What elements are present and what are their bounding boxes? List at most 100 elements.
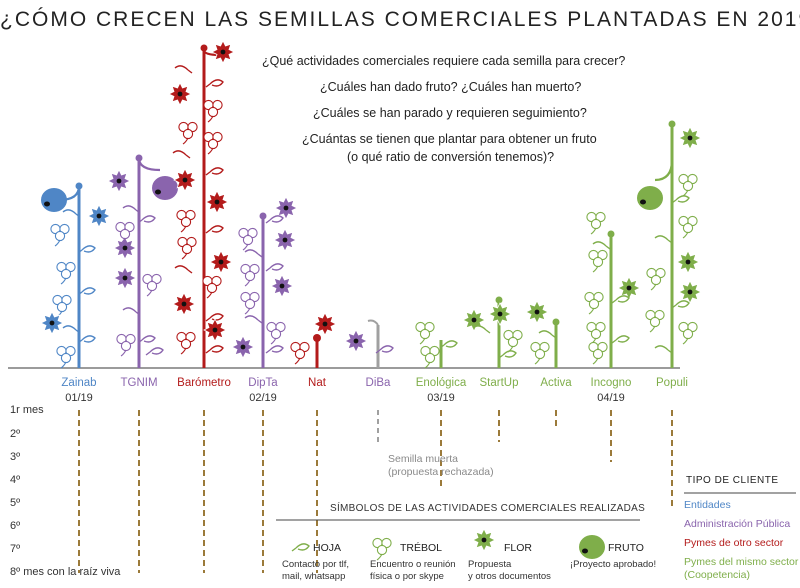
leaf-icon [671,300,690,309]
fruit-icon [152,176,178,200]
leaf-icon [538,330,557,339]
clover-icon [50,223,70,247]
flower-icon [113,266,137,290]
clover-icon [203,99,223,123]
symbol-label-fruto: FRUTO [608,542,644,554]
client-type-pymes-mismo-sub: (Coopetencia) [684,569,750,581]
clover-icon [115,221,135,245]
leaf-icon [122,205,141,214]
clover-icon [52,294,72,318]
flower-icon [172,292,196,316]
clover-icon [586,211,606,235]
clover-icon [588,249,608,273]
flower-icon [676,250,700,274]
month-label-5: 5º [10,497,21,509]
dead-seed-note: Semilla muerta (propuesta rechazada) [388,453,494,479]
leaf-icon [137,335,156,344]
legend-clover-icon [372,537,392,561]
flower-icon [113,236,137,260]
clover-icon [116,333,136,357]
plant-label-diba: DiBa [365,377,391,389]
plant-label-barómetro: Barómetro [177,377,231,389]
clover-icon [56,261,76,285]
flower-icon [203,318,227,342]
clover-icon [177,236,197,260]
question-4: ¿Cuántas se tienen que plantar para obte… [302,132,597,146]
stem-bud [495,296,503,304]
clover-icon [678,215,698,239]
month-label-7: 7º [10,543,21,555]
symbol-desc-fruto: ¡Proyecto aprobado! [570,559,656,571]
clover-icon [530,341,550,365]
leaf-icon [77,335,96,344]
clover-icon [503,329,523,353]
leaf-icon [472,325,491,334]
page-title: ¿CÓMO CRECEN LAS SEMILLAS COMERCIALES PL… [0,8,800,31]
flower-icon [211,40,235,64]
plant-date-zainab: 01/19 [65,392,93,404]
flower-icon [488,302,512,326]
branch [654,159,674,182]
flower-icon [87,204,111,228]
question-2: ¿Cuáles han dado fruto? ¿Cuáles han muer… [320,80,582,94]
plant-label-populi: Populi [656,377,688,389]
client-type-pymes-mismo: Pymes del mismo sector [684,556,799,568]
question-1: ¿Qué actividades comerciales requiere ca… [262,54,626,68]
leaf-icon [77,245,96,254]
month-label-4: 4º [10,474,21,486]
clover-icon [645,309,665,333]
leaf-icon [205,225,224,234]
plant-label-nat: Nat [308,377,326,389]
clover-icon [420,345,440,369]
plant-label-enológica: Enológica [415,377,467,389]
clover-icon [678,173,698,197]
leaf-icon [205,167,224,176]
symbol-desc-flor-2: y otros documentos [468,571,551,582]
leaf-icon [244,249,263,258]
flower-icon [173,168,197,192]
clover-icon [588,341,608,365]
flower-icon [274,196,298,220]
symbol-label-hoja: HOJA [313,542,342,554]
clover-icon [678,321,698,345]
plant-label-tgnim: TGNIM [120,377,158,389]
clover-icon [202,275,222,299]
leaf-icon [611,335,630,344]
branch [137,157,161,172]
stem-bud [607,230,615,238]
leaf-icon [137,215,156,224]
flower-icon [270,274,294,298]
flower-icon [678,126,702,150]
client-type-pymes-otro: Pymes de otro sector [684,537,784,549]
clover-icon [240,263,260,287]
clover-icon [176,209,196,233]
clover-icon [266,321,286,345]
plant-label-activa: Activa [540,377,572,389]
symbol-label-flor: FLOR [504,542,533,554]
month-label-3: 3º [10,451,21,463]
symbol-desc-flor: Propuesta y otros documentos [468,559,551,583]
leaf-icon [62,325,81,334]
month-label-1: 1r mes [10,404,44,416]
question-5: (o qué ratio de conversión tenemos)? [347,150,555,164]
plant-label-dipta: DipTa [248,377,278,389]
dead-seed-note-line-2: (propuesta rechazada) [388,466,494,478]
clover-icon [238,227,258,251]
fruit-icon [637,186,663,210]
flower-icon [107,169,131,193]
branch [367,319,379,326]
plant-date-incogno: 04/19 [597,392,625,404]
dead-seed-note-line-1: Semilla muerta [388,453,459,465]
leaf-icon [265,215,284,224]
leaf-icon [122,307,141,316]
flower-icon [40,311,64,335]
month-label-8: 8º mes con la raíz viva [10,566,121,578]
clover-icon [646,267,666,291]
legend-flower-icon [472,528,496,552]
symbol-desc-trebol: Encuentro o reunión física o por skype [370,559,456,583]
leaf-icon [172,150,191,159]
flower-icon [525,300,549,324]
clover-icon [56,345,76,369]
leaf-icon [611,295,630,304]
